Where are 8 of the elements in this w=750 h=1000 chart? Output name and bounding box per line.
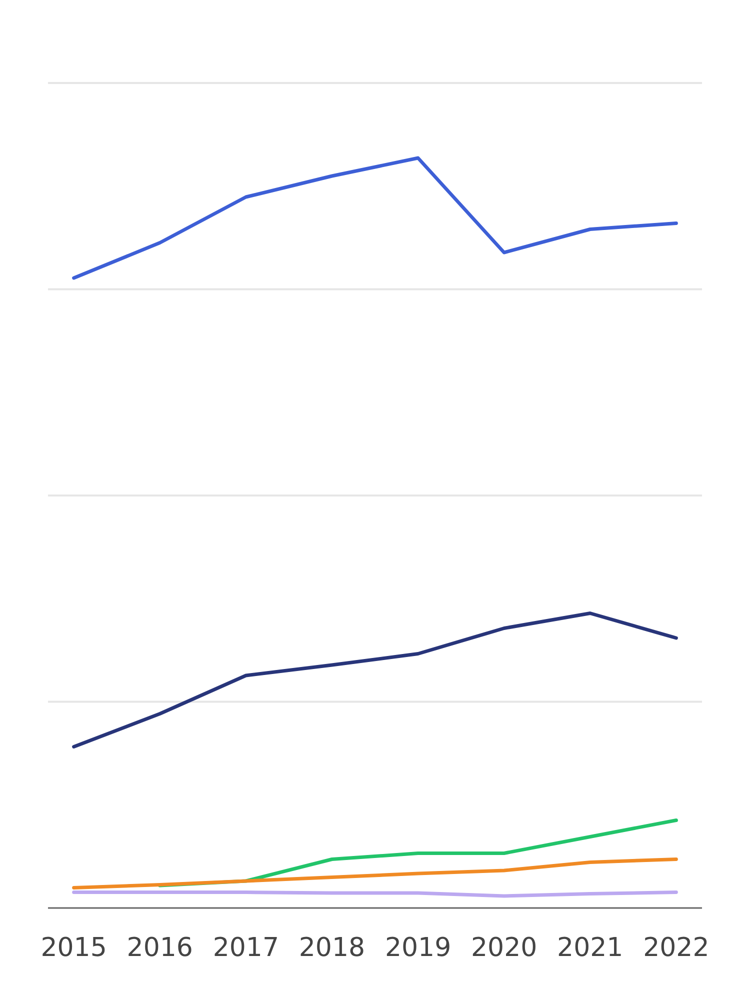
x-tick-label: 2015: [40, 933, 107, 963]
x-tick-label: 2016: [126, 933, 193, 963]
x-tick-label: 2019: [384, 933, 452, 963]
x-tick-label: 2022: [643, 933, 710, 963]
x-tick-label: 2017: [212, 933, 280, 963]
x-tick-label: 2020: [470, 933, 538, 963]
x-tick-label: 2018: [298, 933, 366, 963]
x-tick-label: 2021: [557, 933, 624, 963]
